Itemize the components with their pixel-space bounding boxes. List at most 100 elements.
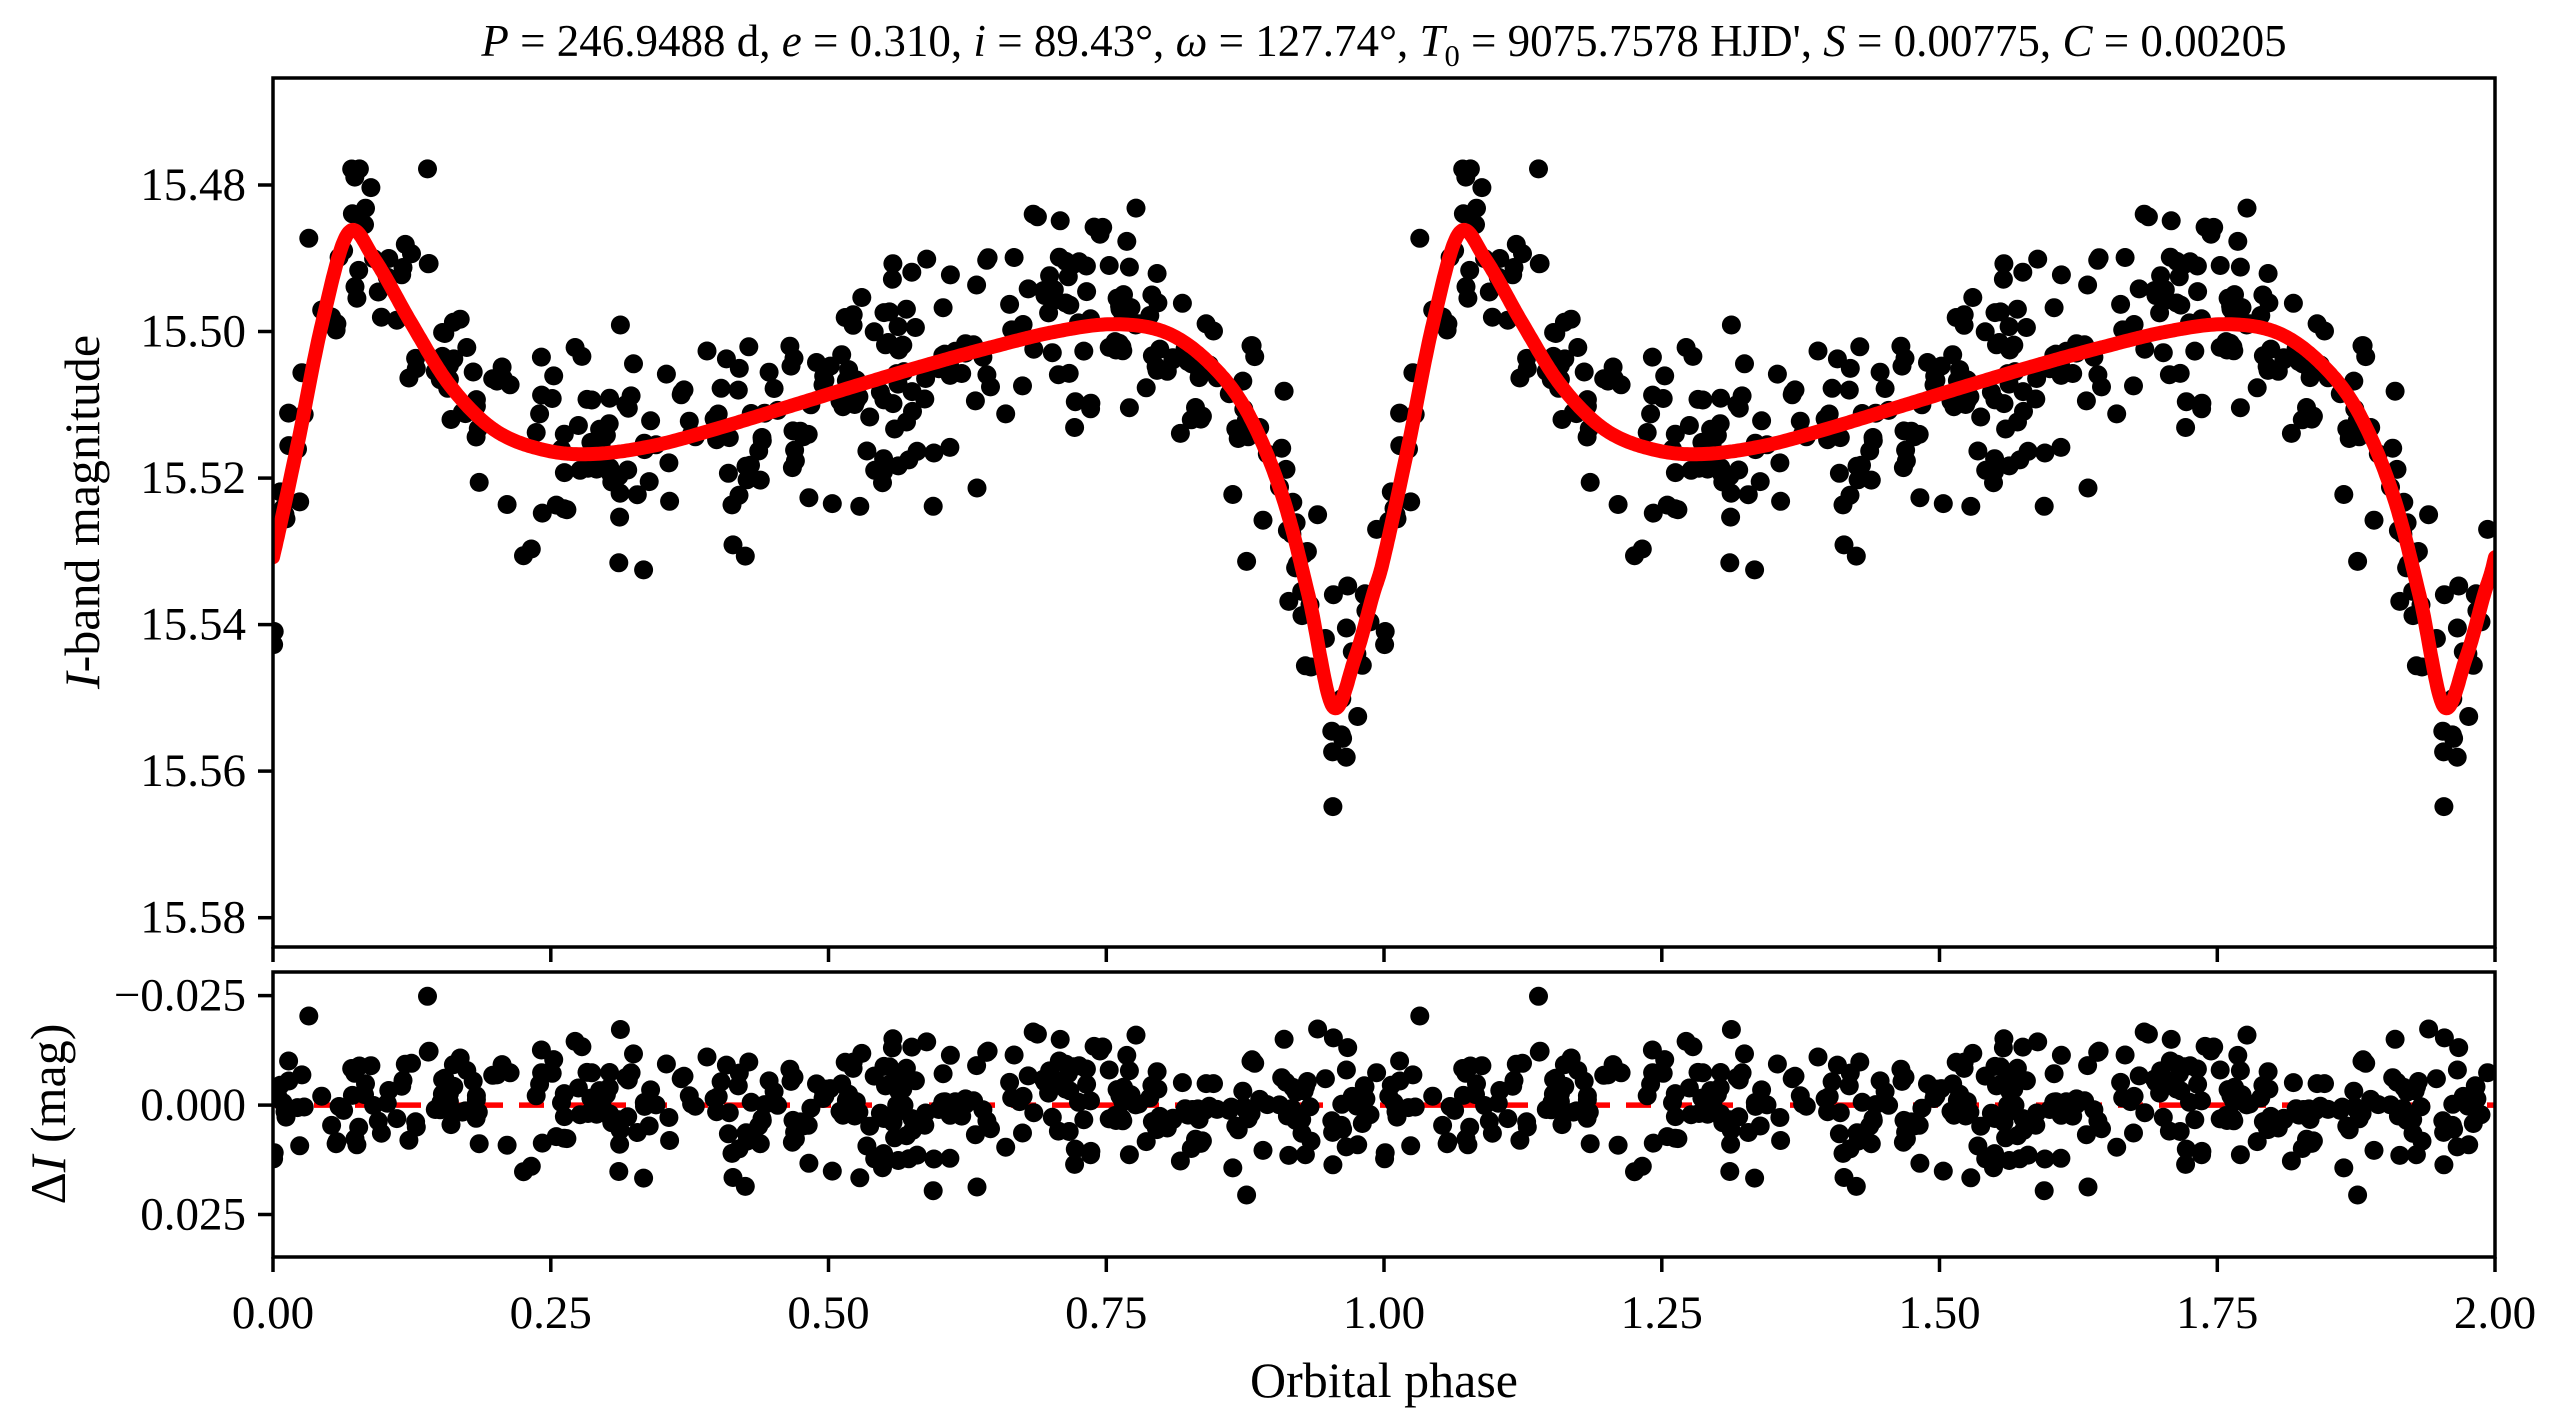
data-point <box>917 249 937 269</box>
residual-point <box>1237 1185 1257 1205</box>
residual-point <box>1710 1078 1730 1098</box>
data-point <box>1027 207 1047 227</box>
residual-point <box>1834 1168 1854 1187</box>
residual-point <box>395 1054 415 1074</box>
residual-point <box>1332 1094 1352 1114</box>
data-point <box>1738 485 1758 505</box>
data-point <box>1530 254 1550 273</box>
data-point <box>864 322 884 342</box>
residual-point <box>2034 1181 2054 1201</box>
residual-point <box>1390 1051 1410 1071</box>
data-point <box>1711 388 1731 408</box>
residual-y-axis-label-segment: I <box>20 1155 76 1173</box>
residual-point <box>2368 1095 2388 1115</box>
residual-point <box>1050 1029 1070 1049</box>
data-point <box>2146 286 2166 306</box>
residual-point <box>1379 1086 1399 1106</box>
residual-point <box>2028 1032 2048 1052</box>
residual-point <box>326 1134 346 1154</box>
residual-point <box>1233 1081 1253 1101</box>
data-point <box>1204 321 1223 341</box>
residual-point <box>850 1168 870 1188</box>
data-point <box>610 315 630 335</box>
data-point <box>1840 358 1860 378</box>
residual-point <box>618 1070 638 1090</box>
data-point <box>1482 307 1502 327</box>
residual-point <box>1808 1047 1828 1067</box>
data-point <box>1042 343 1062 363</box>
residual-point <box>544 1050 564 1070</box>
residual-point <box>722 1143 742 1163</box>
data-point <box>785 451 805 471</box>
residual-point <box>2247 1132 2267 1152</box>
data-point <box>1059 363 1079 383</box>
data-point <box>1829 463 1849 483</box>
residual-point <box>736 1123 756 1143</box>
data-point <box>1834 535 1854 555</box>
data-point <box>1253 510 1273 530</box>
data-point <box>822 494 842 514</box>
residual-point <box>679 1086 699 1106</box>
data-point <box>1472 178 1492 198</box>
data-point <box>1681 460 1701 480</box>
data-point <box>940 265 960 285</box>
data-point <box>874 303 894 323</box>
data-point <box>457 338 477 357</box>
data-point <box>299 228 319 248</box>
data-point <box>907 441 927 461</box>
data-point <box>1693 390 1713 410</box>
residual-point <box>2192 1141 2212 1161</box>
residual-point <box>978 1041 998 1061</box>
data-point <box>450 309 470 329</box>
data-point <box>1142 285 1162 305</box>
residual-point <box>1847 1123 1867 1143</box>
data-point <box>600 388 620 408</box>
residual-point <box>2124 1123 2143 1143</box>
residual-point <box>419 1041 439 1061</box>
residual-point <box>1336 1060 1356 1080</box>
data-point <box>2230 257 2250 277</box>
residual-point <box>1440 1097 1460 1116</box>
residual-point <box>1163 1108 1183 1128</box>
residual-point <box>1550 1092 1570 1112</box>
data-point <box>1064 254 1084 274</box>
residual-point <box>1460 1117 1480 1137</box>
residual-point <box>1721 1134 1741 1154</box>
residual-point <box>924 1149 944 1169</box>
data-point <box>1050 211 1070 231</box>
residual-point <box>1226 1116 1246 1136</box>
data-point <box>2283 293 2303 313</box>
residual-point <box>783 1110 803 1130</box>
data-point <box>273 622 284 641</box>
data-point <box>1065 392 1085 412</box>
residual-y-tick-label: 0.000 <box>140 1079 246 1131</box>
residual-point <box>711 1072 731 1092</box>
residual-point <box>1738 1123 1758 1142</box>
data-point <box>833 397 853 417</box>
residual-point <box>973 1100 993 1120</box>
residual-point <box>1895 1067 1915 1087</box>
data-point <box>2364 510 2384 530</box>
residual-point <box>1074 1110 1094 1130</box>
x-tick-label: 1.50 <box>1898 1287 1980 1339</box>
data-point <box>965 391 985 411</box>
data-point <box>2089 248 2109 268</box>
residual-point <box>874 1056 894 1076</box>
main-y-axis-label: I-band magnitude <box>53 335 111 689</box>
data-point <box>888 456 908 476</box>
data-point <box>1117 231 1137 251</box>
data-point <box>2210 256 2230 275</box>
residual-point <box>1107 1080 1127 1100</box>
data-point <box>888 317 908 337</box>
data-point <box>2257 357 2277 376</box>
data-point <box>1529 159 1548 179</box>
data-point <box>441 410 461 429</box>
data-point <box>1506 234 1526 254</box>
residual-point <box>2044 1064 2064 1084</box>
residual-point <box>2443 1094 2463 1114</box>
residual-point <box>2237 1025 2257 1045</box>
data-point <box>1146 357 1166 376</box>
data-point <box>735 546 755 566</box>
data-point <box>2228 231 2248 251</box>
data-point <box>1237 551 1257 571</box>
